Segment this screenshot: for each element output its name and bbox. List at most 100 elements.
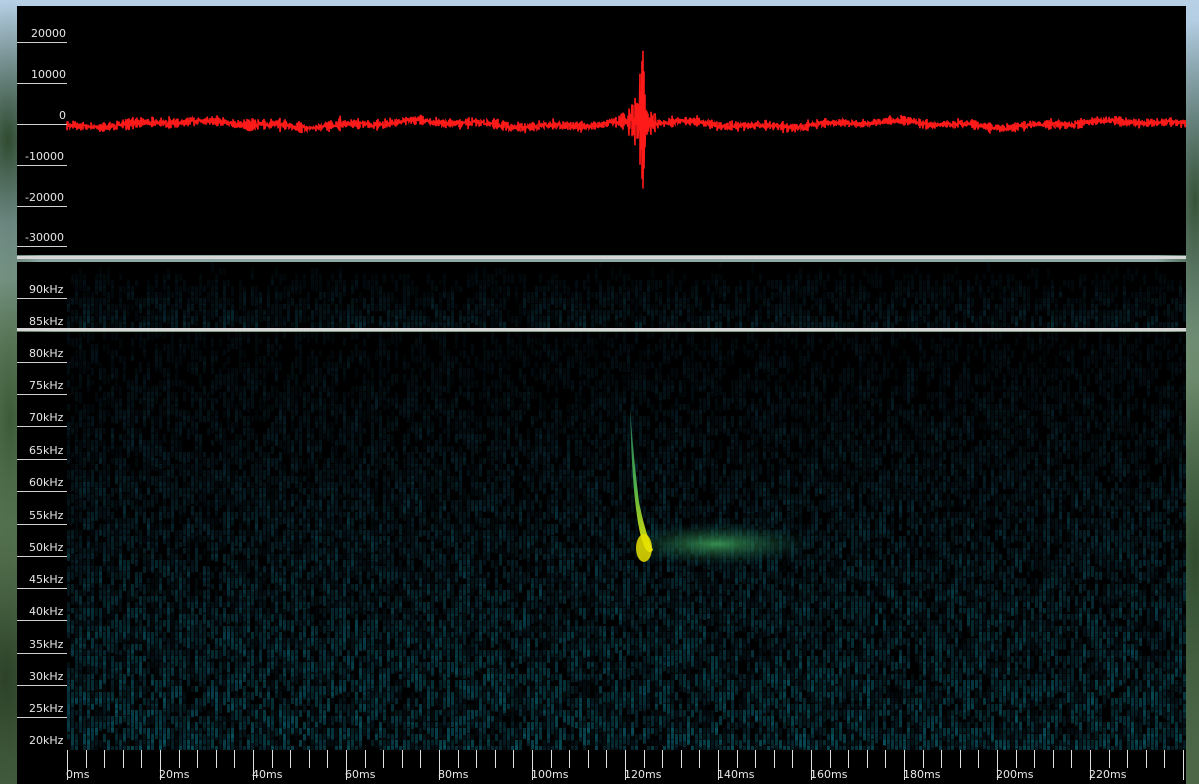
spectrogram-cell [887, 316, 890, 324]
spectrogram-cell [123, 494, 126, 507]
spectrogram-cell [247, 416, 250, 425]
spectrogram-cell [275, 746, 278, 750]
spectrogram-cell [183, 482, 186, 491]
spectrogram-cell [195, 518, 198, 529]
spectrogram-cell [131, 386, 134, 393]
spectrogram-cell [335, 548, 338, 561]
spectrogram-cell [295, 638, 298, 648]
spectrogram-cell [115, 572, 118, 580]
spectrogram-cell [1011, 316, 1014, 325]
spectrogram-cell [119, 710, 122, 716]
spectrogram-cell [327, 332, 330, 341]
spectrogram-cell [351, 584, 354, 590]
spectrogram-panel[interactable]: 80kHz 75kHz 70kHz 65kHz 60kHz 55kHz 50kH… [17, 332, 1186, 750]
spectrogram-cell [95, 434, 98, 444]
spectrogram-cell [335, 620, 338, 630]
spectrogram-cell [75, 470, 78, 481]
spectrogram-cell [363, 298, 366, 309]
spectrogram-cell [143, 536, 146, 545]
spectrogram-cell [279, 716, 282, 723]
spectrogram-cell [351, 304, 354, 315]
spectrogram-cell [531, 310, 534, 322]
spectrogram-cell [627, 304, 630, 314]
spectrogram-cell [275, 614, 278, 620]
spectrogram-cell [183, 422, 186, 430]
spectrogram-cell [127, 590, 130, 597]
spectrogram-cell [275, 740, 278, 750]
spectrogram-cell [979, 292, 982, 298]
spectrogram-cell [315, 668, 318, 677]
spectrogram-cell [259, 596, 262, 605]
spectrogram-cell [215, 506, 218, 515]
spectrogram-cell [147, 404, 150, 416]
spectrogram-cell [255, 728, 258, 735]
spectrogram-cell [459, 322, 462, 328]
spectrogram-cell [471, 316, 474, 323]
spectrogram-cell [195, 638, 198, 645]
spectrogram-cell [67, 428, 70, 435]
spectrogram-cell [335, 734, 338, 745]
spectrogram-cell [103, 332, 106, 341]
spectrogram-cell [1111, 310, 1114, 321]
upper-frequency-panel[interactable]: 90kHz 85kHz [17, 262, 1186, 328]
spectrogram-cell [327, 590, 330, 600]
spectrogram-cell [115, 488, 118, 494]
spectrogram-cell [135, 368, 138, 380]
spectrogram-cell [291, 440, 294, 453]
waveform-panel[interactable]: 20000 10000 0 -10000 -20000 -30000 [17, 6, 1186, 255]
spectrogram-cell [1087, 316, 1090, 326]
spectrogram-cell [227, 422, 230, 431]
spectrogram-cell [719, 262, 722, 268]
spectrogram-cell [139, 316, 142, 322]
spectrogram-cell [151, 608, 154, 614]
spectrogram-cell [171, 728, 174, 740]
spectrogram-cell [151, 746, 154, 750]
spectrogram-cell [343, 584, 346, 597]
spectrogram-cell [315, 578, 318, 589]
spectrogram-cell [87, 434, 90, 447]
spectrogram-cell [255, 518, 258, 530]
spectrogram-cell [215, 746, 218, 750]
spectrogram-cell [195, 316, 198, 327]
spectrogram-cell [183, 608, 186, 615]
spectrogram-cell [491, 322, 494, 328]
spectrogram-cell [583, 310, 586, 320]
spectrogram-cell [207, 536, 210, 543]
spectrogram-cell [1091, 304, 1094, 314]
spectrogram-cell [87, 584, 90, 592]
spectrogram-cell [187, 608, 190, 616]
spectrogram-cell [943, 304, 946, 313]
spectrogram-cell [927, 274, 930, 286]
spectrogram-cell [171, 740, 174, 749]
spectrogram-cell [327, 322, 330, 328]
spectrogram-cell [283, 572, 286, 583]
spectrogram-cell [135, 668, 138, 674]
spectrogram-cell [219, 338, 222, 347]
spectrogram-cell [843, 286, 846, 293]
spectrogram-cell [247, 740, 250, 750]
spectrogram-cell [407, 292, 410, 298]
range-marker-line[interactable] [17, 328, 1186, 331]
spectrogram-cell [1123, 286, 1126, 295]
spectrogram-cell [263, 614, 266, 623]
spectrogram-cell [235, 656, 238, 663]
spectrogram-cell [431, 322, 434, 328]
spectrogram-cell [347, 512, 350, 525]
spectrogram-cell [71, 734, 74, 746]
spectrogram-cell [291, 518, 294, 530]
spectrogram-cell [267, 500, 270, 509]
spectrogram-cell [211, 292, 214, 298]
spectrogram-cell [75, 632, 78, 638]
spectrogram-cell [211, 404, 214, 411]
spectrogram-cell [303, 512, 306, 521]
spectrogram-cell [307, 572, 310, 581]
spectrogram-cell [243, 560, 246, 573]
spectrogram-cell [127, 602, 130, 613]
spectrogram-cell [295, 512, 298, 521]
spectrogram-cell [567, 298, 570, 307]
spectrogram-cell [935, 322, 938, 328]
spectrogram-cell [331, 434, 334, 445]
spectrogram-cell [715, 280, 718, 287]
panel-divider[interactable] [17, 256, 1186, 259]
spectrogram-cell [299, 416, 302, 423]
